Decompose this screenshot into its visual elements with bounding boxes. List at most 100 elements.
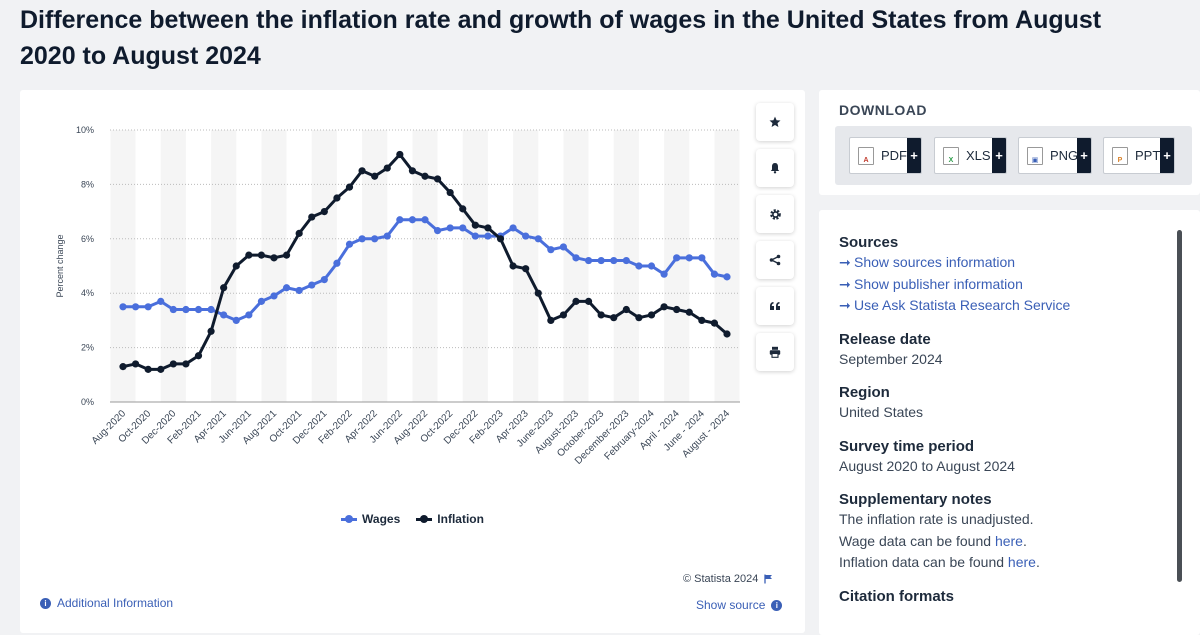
data-point-inflation xyxy=(509,262,517,270)
notification-button[interactable] xyxy=(756,149,794,187)
info-scrollbar[interactable] xyxy=(1177,230,1182,582)
data-point-wages xyxy=(358,235,366,243)
y-tick-label: 0% xyxy=(81,397,94,407)
ask-statista-link[interactable]: ➞ Use Ask Statista Research Service xyxy=(839,295,1169,317)
data-point-inflation xyxy=(182,360,190,368)
chart-legend: Wages Inflation xyxy=(20,512,805,526)
ppt-file-icon: P xyxy=(1112,146,1128,165)
y-tick-label: 4% xyxy=(81,288,94,298)
data-point-inflation xyxy=(610,314,618,322)
data-point-inflation xyxy=(459,205,467,213)
data-point-inflation xyxy=(194,352,203,360)
page-title: Difference between the inflation rate an… xyxy=(20,6,1102,70)
data-point-inflation xyxy=(157,365,165,373)
data-point-wages xyxy=(194,305,203,314)
data-point-inflation xyxy=(471,221,479,229)
arrow-right-icon: ➞ xyxy=(839,297,851,313)
info-icon: i xyxy=(771,599,783,611)
data-point-wages xyxy=(282,284,291,292)
data-point-wages xyxy=(433,227,442,235)
data-point-inflation xyxy=(496,235,505,243)
data-point-inflation xyxy=(232,262,240,270)
data-point-inflation xyxy=(534,289,542,297)
data-point-inflation xyxy=(308,213,316,221)
data-point-inflation xyxy=(547,316,555,324)
data-point-inflation xyxy=(572,297,580,305)
share-button[interactable] xyxy=(756,241,794,279)
data-point-inflation xyxy=(622,305,630,314)
column-band xyxy=(110,130,136,402)
bell-icon xyxy=(770,163,780,174)
copyright[interactable]: © Statista 2024 xyxy=(683,573,773,585)
show-source-link[interactable]: Show source i xyxy=(696,598,783,612)
info-panel: Sources ➞ Show sources information ➞ Show … xyxy=(819,210,1200,635)
note-wage-text: Wage data can be found xyxy=(839,532,995,549)
data-point-inflation xyxy=(723,330,731,338)
region-value: United States xyxy=(839,404,924,420)
show-publisher-label: Show publisher information xyxy=(854,275,1023,292)
data-point-wages xyxy=(408,216,417,224)
data-point-wages xyxy=(685,254,693,262)
data-point-wages xyxy=(371,235,379,243)
column-band xyxy=(563,130,589,402)
data-point-inflation xyxy=(660,303,668,311)
favorite-button[interactable] xyxy=(756,103,794,141)
star-icon xyxy=(769,116,781,127)
data-point-wages xyxy=(610,256,618,265)
data-point-wages xyxy=(182,305,190,314)
data-point-wages xyxy=(144,303,152,311)
settings-button[interactable] xyxy=(756,195,794,233)
download-pdf-button[interactable]: A PDF + xyxy=(849,137,922,174)
cite-button[interactable] xyxy=(756,287,794,325)
data-point-wages xyxy=(509,224,517,232)
column-band xyxy=(613,130,639,402)
flag-icon xyxy=(764,574,773,584)
data-point-wages xyxy=(547,246,555,254)
legend-label-wages: Wages xyxy=(362,512,401,526)
download-png-button[interactable]: ▣ PNG + xyxy=(1018,137,1092,174)
additional-information-label: Additional Information xyxy=(57,596,174,610)
quote-icon xyxy=(770,302,780,310)
plus-icon: + xyxy=(1077,138,1091,173)
data-point-wages xyxy=(220,311,228,319)
download-xls-label: XLS xyxy=(966,148,991,163)
additional-information-link[interactable]: i Additional Information xyxy=(40,596,173,610)
data-point-inflation xyxy=(169,360,177,368)
legend-item-inflation[interactable]: Inflation xyxy=(416,512,484,526)
data-point-inflation xyxy=(421,172,429,180)
plus-icon: + xyxy=(907,138,921,173)
note-unadjusted: The inflation rate is unadjusted. xyxy=(839,511,1034,527)
line-chart: 0%2%4%6%8%10%Percent changeAug-2020Oct-2… xyxy=(55,125,740,467)
data-point-wages xyxy=(131,303,140,311)
data-point-inflation xyxy=(383,164,391,172)
download-xls-button[interactable]: X XLS + xyxy=(934,137,1007,174)
show-source-label: Show source xyxy=(696,598,766,612)
data-point-wages xyxy=(396,216,404,224)
data-point-wages xyxy=(484,232,492,240)
wage-data-link[interactable]: here xyxy=(994,532,1023,549)
download-png-label: PNG xyxy=(1050,148,1079,163)
y-tick-label: 6% xyxy=(81,234,94,244)
data-point-wages xyxy=(660,270,668,278)
show-publisher-link[interactable]: ➞ Show publisher information xyxy=(839,274,1169,296)
data-point-wages xyxy=(710,270,719,278)
arrow-right-icon: ➞ xyxy=(839,254,851,270)
data-point-inflation xyxy=(433,175,442,183)
print-icon xyxy=(769,346,781,358)
show-sources-link[interactable]: ➞ Show sources information xyxy=(839,252,1169,274)
print-button[interactable] xyxy=(756,333,794,371)
column-band xyxy=(462,130,488,402)
data-point-wages xyxy=(270,292,278,300)
download-pdf-label: PDF xyxy=(881,148,907,163)
supplementary-notes-title: Supplementary notes xyxy=(839,491,992,508)
data-point-wages xyxy=(534,235,542,243)
legend-label-inflation: Inflation xyxy=(437,512,484,526)
data-point-wages xyxy=(320,276,328,284)
y-axis-label: Percent change xyxy=(55,234,65,297)
download-ppt-button[interactable]: P PPT + xyxy=(1103,137,1175,174)
data-point-inflation xyxy=(257,251,266,259)
column-band xyxy=(664,130,690,402)
column-band xyxy=(211,130,237,402)
inflation-data-link[interactable]: here xyxy=(1007,554,1036,570)
legend-item-wages[interactable]: Wages xyxy=(341,512,400,526)
